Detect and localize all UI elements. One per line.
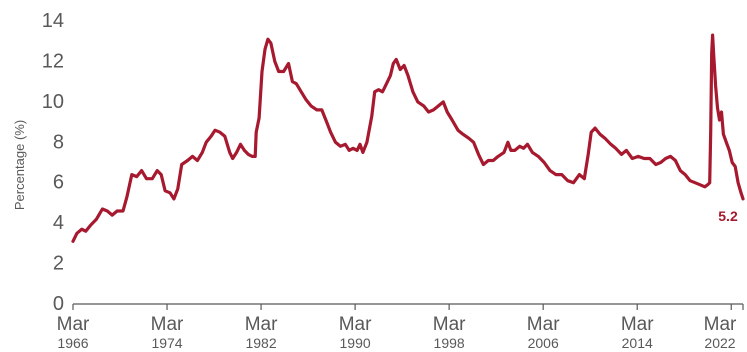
x-tick-label-year: 2022: [704, 335, 735, 351]
x-tick-label-month: Mar: [527, 314, 560, 335]
y-tick-labels: 0 2 4 6 8 10 12 14: [42, 10, 64, 315]
series-line-0: [71, 33, 745, 243]
x-tick-label-month: Mar: [433, 314, 466, 335]
x-tick-label-year: 1998: [434, 335, 465, 351]
x-tick-label-year: 1966: [57, 335, 88, 351]
series-group: [71, 33, 745, 243]
x-tick-label-year: 1974: [151, 335, 182, 351]
x-tick-label-month: Mar: [704, 314, 737, 335]
y-tick-label: 12: [42, 50, 64, 72]
y-tick-label: 10: [42, 91, 64, 113]
x-tick-label-month: Mar: [57, 314, 90, 335]
end-value-label: 5.2: [718, 208, 738, 224]
x-tick-label-month: Mar: [151, 314, 184, 335]
y-tick-label: 6: [53, 172, 64, 194]
y-axis-title: Percentage (%): [12, 120, 27, 210]
y-tick-label: 2: [53, 253, 64, 275]
x-tick-label-month: Mar: [339, 314, 372, 335]
y-tick-label: 0: [53, 293, 64, 315]
y-tick-label: 4: [53, 212, 64, 234]
y-tick-label: 14: [42, 10, 64, 32]
y-axis-label: Percentage (%): [12, 120, 27, 210]
x-axis: [72, 303, 744, 310]
x-tick-label-month: Mar: [621, 314, 654, 335]
x-tick-label-year: 2014: [622, 335, 653, 351]
x-tick-labels: Mar1966Mar1974Mar1982Mar1990Mar1998Mar20…: [57, 314, 737, 351]
x-tick-label-month: Mar: [245, 314, 278, 335]
x-tick-label-year: 1990: [340, 335, 371, 351]
x-tick-label-year: 1982: [245, 335, 276, 351]
x-tick-label-year: 2006: [528, 335, 559, 351]
y-tick-label: 8: [53, 131, 64, 153]
